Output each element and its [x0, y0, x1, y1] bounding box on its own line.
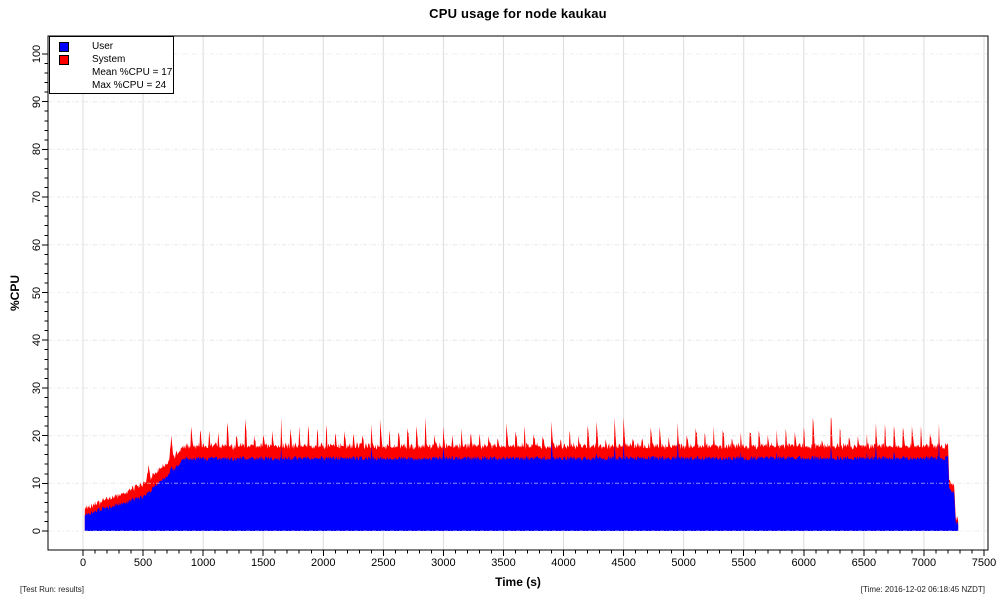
- x-tick-label: 5000: [671, 557, 696, 569]
- legend-label-system: System: [92, 54, 126, 65]
- legend-stat-mean: Mean %CPU = 17: [92, 67, 173, 78]
- legend-stat-max: Max %CPU = 24: [92, 80, 167, 91]
- legend-label-user: User: [92, 41, 114, 52]
- x-tick-label: 6000: [791, 557, 817, 569]
- y-tick-label: 30: [31, 381, 43, 395]
- chart-title: CPU usage for node kaukau: [429, 6, 607, 21]
- x-tick-label: 500: [133, 557, 153, 569]
- y-tick-label: 50: [31, 286, 43, 299]
- y-tick-label: 20: [31, 429, 43, 442]
- x-tick-label: 1000: [190, 557, 216, 569]
- legend-swatch-system: [59, 55, 69, 65]
- y-tick-label: 70: [31, 190, 43, 204]
- y-axis-label: %CPU: [8, 274, 22, 312]
- footer-test-run: [Test Run: results]: [20, 585, 85, 594]
- x-tick-label: 2500: [371, 557, 396, 569]
- x-tick-label: 1500: [250, 557, 276, 569]
- x-tick-label: 6500: [851, 557, 877, 569]
- x-tick-label: 7500: [971, 557, 997, 569]
- legend: User System Mean %CPU = 17 Max %CPU = 24: [49, 36, 174, 94]
- footer-timestamp: [Time: 2016-12-02 06:18:45 NZDT]: [860, 585, 985, 594]
- y-tick-label: 100: [31, 44, 43, 64]
- y-tick-label: 60: [31, 238, 43, 251]
- user-area-series: [84, 441, 959, 531]
- x-tick-label: 5500: [731, 557, 756, 569]
- x-tick-label: 4500: [611, 557, 636, 569]
- x-tick-label: 3000: [431, 557, 456, 569]
- y-tick-label: 0: [31, 527, 43, 535]
- x-axis-label: Time (s): [495, 575, 541, 589]
- y-tick-label: 80: [31, 143, 43, 156]
- x-tick-label: 7000: [911, 557, 937, 569]
- legend-swatch-user: [59, 42, 69, 52]
- x-tick-label: 4000: [551, 557, 576, 569]
- x-tick-label: 2000: [311, 557, 336, 569]
- y-tick-label: 10: [31, 477, 43, 490]
- x-tick-label: 3500: [491, 557, 516, 569]
- y-tick-label: 90: [31, 95, 43, 108]
- y-tick-label: 40: [31, 334, 43, 347]
- x-tick-label: 0: [79, 557, 87, 569]
